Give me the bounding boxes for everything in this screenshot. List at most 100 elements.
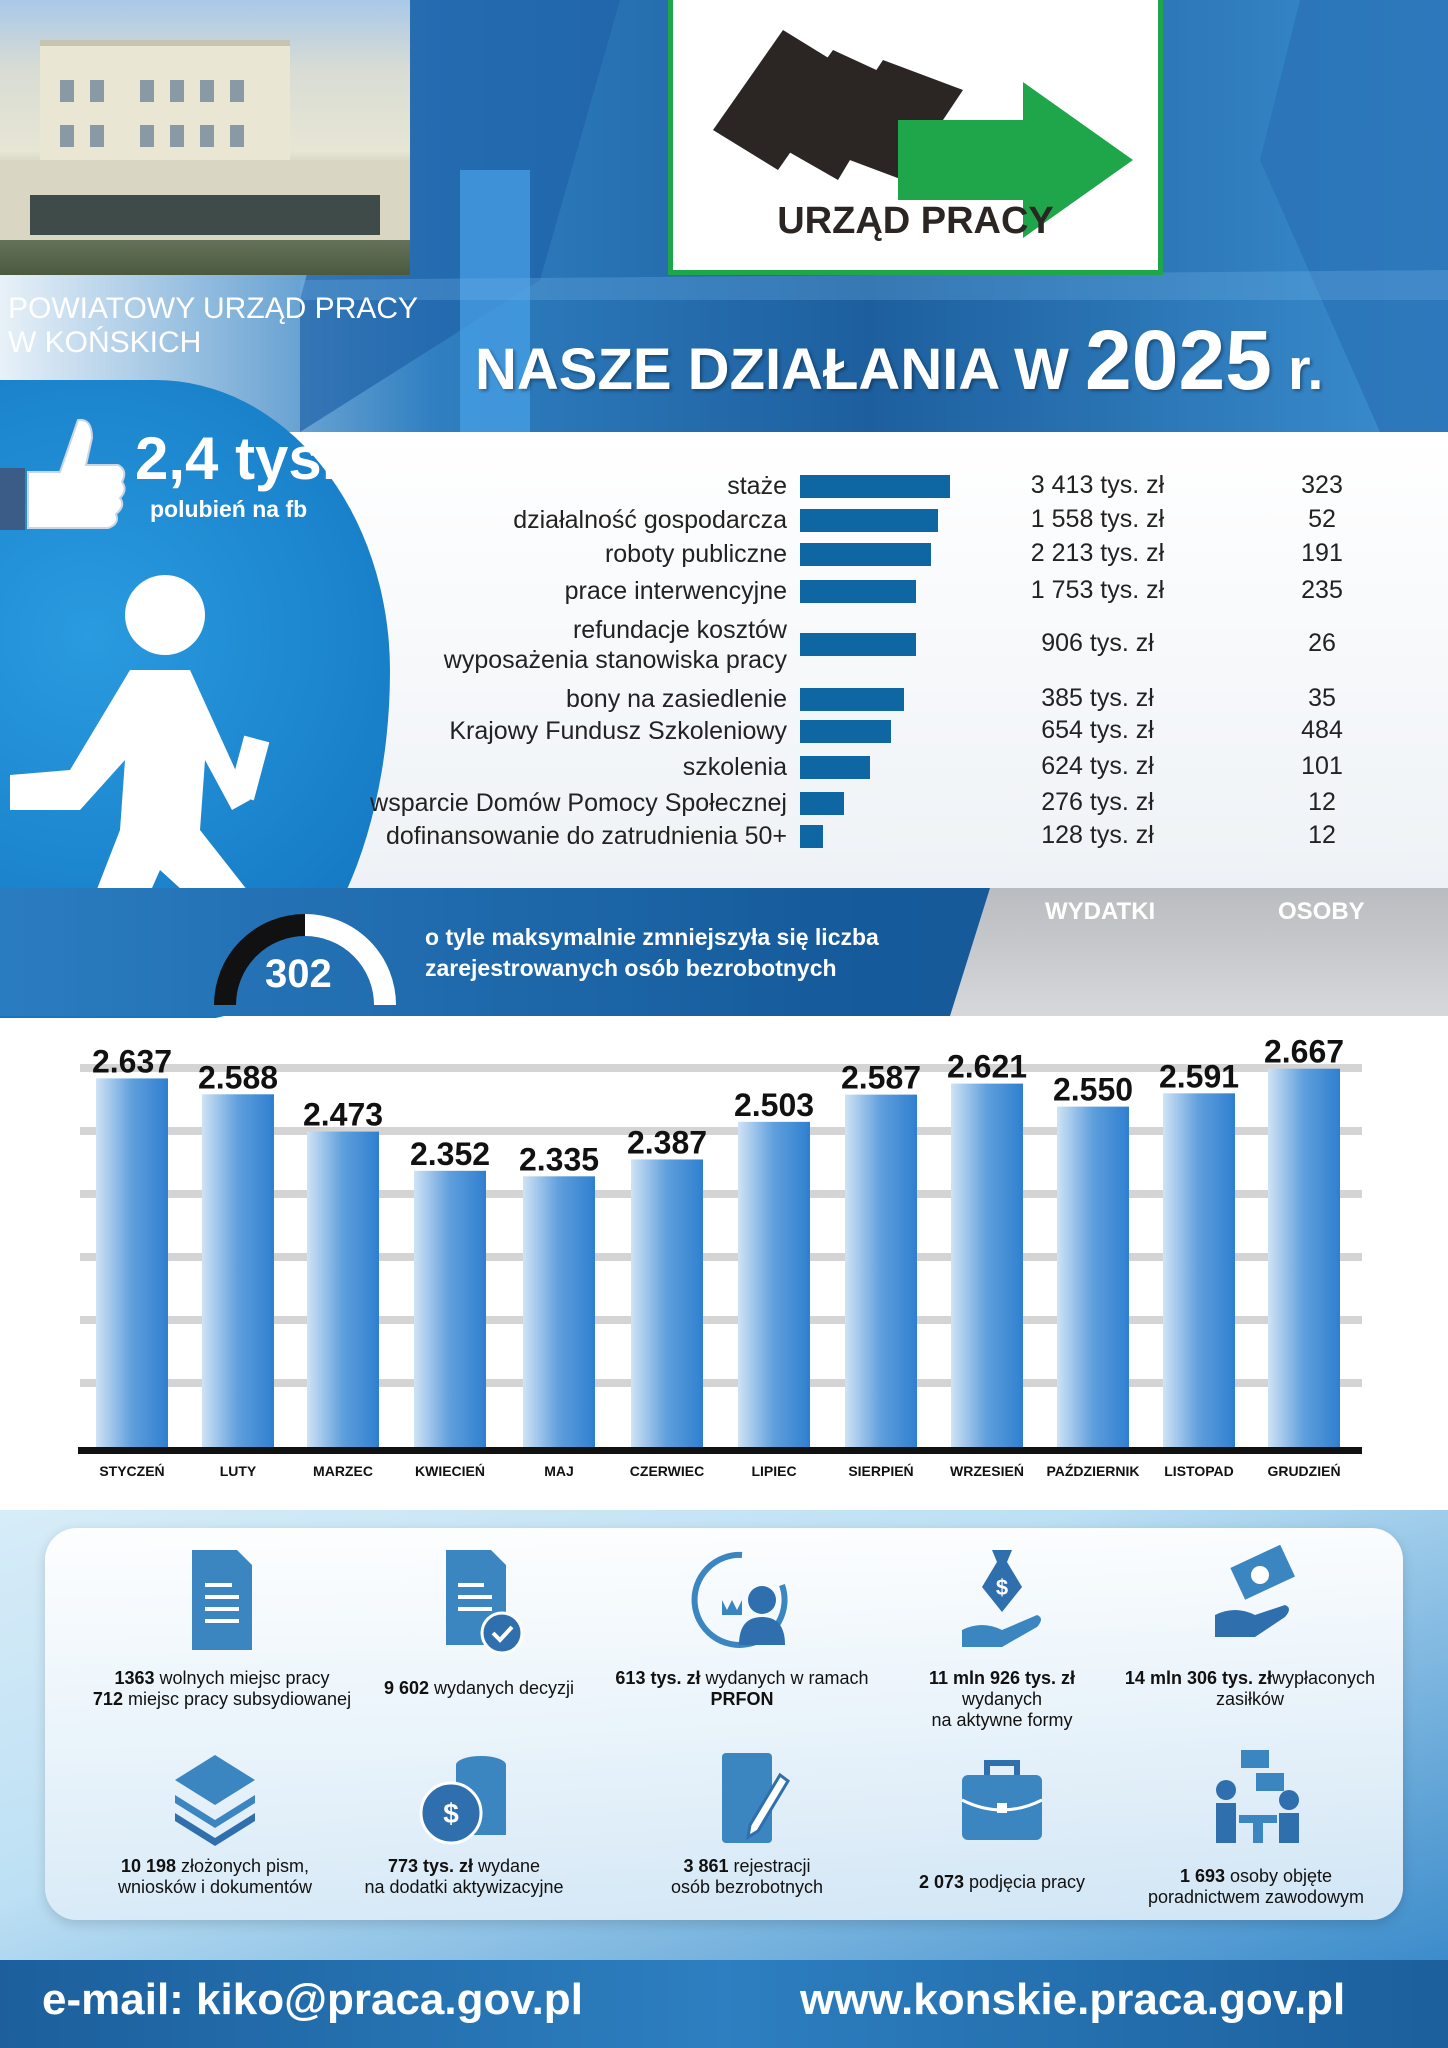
data-label: 2.591 xyxy=(1159,1058,1239,1094)
stat-label: osoby objęte xyxy=(1224,1866,1333,1886)
bar-październik xyxy=(1057,1106,1129,1447)
bar-maj xyxy=(523,1176,595,1447)
stat-text: 9 602 wydanych decyzji xyxy=(339,1678,619,1699)
month-label: LISTOPAD xyxy=(1164,1463,1234,1479)
month-label: MARZEC xyxy=(313,1463,373,1479)
office-building-photo xyxy=(0,0,410,275)
bar-listopad xyxy=(1163,1093,1235,1447)
stat-label: wydanych xyxy=(961,1689,1043,1709)
data-label: 2.335 xyxy=(519,1141,599,1177)
stat-label: wolnych miejsc pracy xyxy=(154,1668,330,1688)
stat-label: na aktywne formy xyxy=(931,1710,1073,1730)
month-label: KWIECIEŃ xyxy=(415,1463,485,1479)
stat-text: 3 861 rejestracji osób bezrobotnych xyxy=(607,1856,887,1898)
month-label: LUTY xyxy=(220,1463,257,1479)
data-label: 2.387 xyxy=(627,1124,707,1160)
bar-lipiec xyxy=(738,1121,810,1447)
stat-label: wydanych decyzji xyxy=(428,1678,575,1698)
activity-bar xyxy=(800,580,916,603)
activity-people: 484 xyxy=(1301,716,1343,744)
activity-bar xyxy=(800,475,950,498)
stat-text: 1 693 osoby objęte poradnictwem zawodowym xyxy=(1116,1866,1396,1908)
stat-value: 11 mln 926 tys. zł xyxy=(928,1668,1076,1688)
decrease-value: 302 xyxy=(265,952,332,996)
stat-text: 773 tys. zł wydane na dodatki aktywizacyj… xyxy=(324,1856,604,1898)
stat-value: 1 693 xyxy=(1179,1866,1225,1886)
month-label: CZERWIEC xyxy=(630,1463,704,1479)
activity-money: 385 tys. zł xyxy=(1041,684,1154,712)
stat-text: 14 mln 306 tys. złwypłaconych zasiłków xyxy=(1110,1668,1390,1710)
activity-bar xyxy=(800,509,938,532)
activity-money: 654 tys. zł xyxy=(1041,716,1154,744)
activity-bar xyxy=(800,543,931,566)
org-line-1: POWIATOWY URZĄD PRACY xyxy=(8,292,419,325)
decrease-description: o tyle maksymalnie zmniejszyła się liczb… xyxy=(425,922,879,984)
decrease-line-2: zarejestrowanych osób bezrobotnych xyxy=(425,955,837,981)
activity-money: 1 558 tys. zł xyxy=(1030,505,1165,533)
activity-label: bony na zasiedlenie xyxy=(566,685,787,713)
activity-label: szkolenia xyxy=(682,753,787,781)
activity-label: staże xyxy=(727,472,787,500)
stat-value: 712 xyxy=(92,1689,123,1709)
stat-text: 10 198 złożonych pism, wniosków i dokumen… xyxy=(75,1856,355,1898)
activity-money: 906 tys. zł xyxy=(1041,629,1154,657)
facebook-likes-label: polubień na fb xyxy=(150,496,308,522)
title-text: NASZE DZIAŁANIA W xyxy=(475,337,1069,402)
stat-value: 10 198 xyxy=(120,1856,176,1876)
data-label: 2.588 xyxy=(198,1059,278,1095)
activity-money: 128 tys. zł xyxy=(1041,821,1154,849)
activity-label: działalność gospodarcza xyxy=(513,506,787,534)
month-label: PAŹDZIERNIK xyxy=(1046,1463,1139,1479)
gridline xyxy=(80,1064,1362,1072)
stat-label: wniosków i dokumentów xyxy=(117,1877,313,1897)
stat-value: 2 073 xyxy=(918,1872,964,1892)
stat-text: 1363 wolnych miejsc pracy 712 miejsc prac… xyxy=(82,1668,362,1710)
data-label: 2.587 xyxy=(841,1060,921,1096)
activity-money: 276 tys. zł xyxy=(1041,788,1154,816)
monthly-unemployed-chart: 2.637 STYCZEŃ 2.588 LUTY 2.473 MARZEC 2.352 KWI… xyxy=(0,1018,1448,1508)
stat-text: 11 mln 926 tys. zł wydanych na aktywne for… xyxy=(862,1668,1142,1731)
stat-value: 773 tys. zł xyxy=(387,1856,473,1876)
x-axis xyxy=(78,1447,1362,1454)
stat-label: wydane xyxy=(473,1856,541,1876)
activity-label: wsparcie Domów Pomocy Społecznej xyxy=(370,789,787,817)
email-link[interactable]: e-mail: kiko@praca.gov.pl xyxy=(42,1975,583,2024)
activity-money: 1 753 tys. zł xyxy=(1030,576,1165,604)
document-check-icon xyxy=(424,1545,534,1655)
decrease-line-1: o tyle maksymalnie zmniejszyła się liczb… xyxy=(425,924,879,950)
header-osoby: OSOBY xyxy=(1278,898,1365,925)
stat-label: wydanych w ramach xyxy=(700,1668,869,1688)
stat-label: na dodatki aktywizacyjne xyxy=(364,1877,564,1897)
stat-label: podjęcia pracy xyxy=(963,1872,1086,1892)
bar-sierpień xyxy=(845,1094,917,1447)
website-link[interactable]: www.konskie.praca.gov.pl xyxy=(800,1975,1346,2024)
month-label: SIERPIEŃ xyxy=(848,1463,913,1479)
stat-text: 2 073 podjęcia pracy xyxy=(862,1872,1142,1893)
activity-label: Krajowy Fundusz Szkoleniowy xyxy=(449,717,787,745)
walking-person-icon xyxy=(10,575,275,1000)
activity-people: 101 xyxy=(1301,752,1343,780)
organization-name: POWIATOWY URZĄD PRACY W KOŃSKICH xyxy=(8,292,418,360)
stat-label: wypłaconych zasiłków xyxy=(1215,1668,1376,1709)
notepad-pen-icon xyxy=(692,1745,802,1855)
stat-label: rejestracji xyxy=(728,1856,811,1876)
stat-text: 613 tys. zł wydanych w ramach PRFON xyxy=(602,1668,882,1710)
urzad-pracy-logo: URZĄD PRACY xyxy=(668,0,1163,275)
activity-people: 35 xyxy=(1308,684,1336,712)
gridline xyxy=(80,1316,1362,1324)
gridline xyxy=(80,1127,1362,1135)
stat-value: 9 602 xyxy=(383,1678,429,1698)
data-label: 2.667 xyxy=(1264,1034,1344,1070)
activity-money: 624 tys. zł xyxy=(1041,752,1154,780)
activity-money: 3 413 tys. zł xyxy=(1030,471,1165,499)
activity-people: 235 xyxy=(1301,576,1343,604)
activity-label: dofinansowanie do zatrudnienia 50+ xyxy=(385,822,787,850)
bar-wrzesień xyxy=(951,1083,1023,1447)
stat-value: 613 tys. zł xyxy=(615,1668,701,1688)
title-year: 2025 xyxy=(1085,313,1272,407)
activity-bar xyxy=(800,688,904,711)
activity-label: prace interwencyjne xyxy=(564,577,787,605)
stat-label: złożonych pism, xyxy=(176,1856,310,1876)
coins-icon: $ xyxy=(409,1745,519,1855)
facebook-likes-value: 2,4 tys. xyxy=(135,425,339,492)
